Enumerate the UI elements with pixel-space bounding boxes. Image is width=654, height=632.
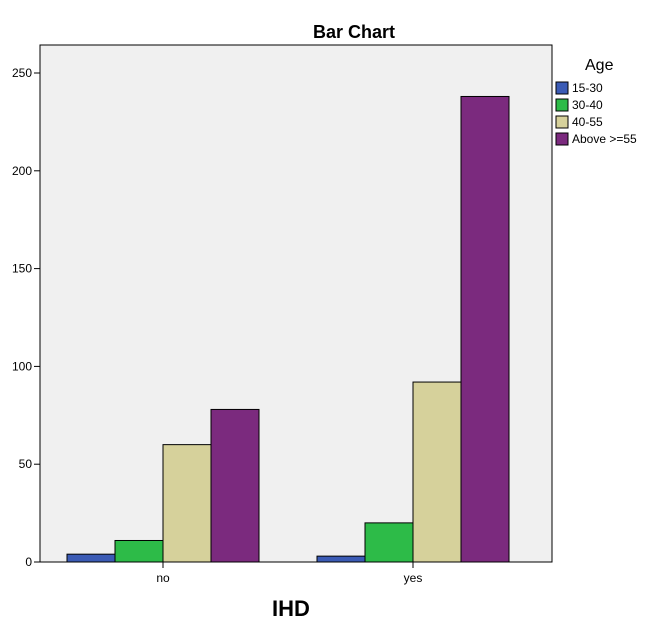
y-tick-label: 100	[12, 359, 32, 373]
x-tick-label-yes: yes	[404, 571, 423, 585]
bar-no-0	[66, 553, 116, 563]
legend-swatch-1	[555, 98, 569, 112]
legend: Age 15-30 30-40 40-55 Above >=55	[555, 57, 637, 146]
y-tick-label: 0	[25, 555, 32, 569]
legend-swatch-0	[555, 81, 569, 95]
x-axis: no yes	[156, 562, 422, 585]
y-tick-label: 150	[12, 262, 32, 276]
legend-title: Age	[585, 57, 614, 74]
legend-swatch-2	[555, 115, 569, 129]
legend-label-2: 40-55	[572, 115, 603, 129]
bar-yes-2	[412, 381, 462, 563]
bar-no-3	[210, 408, 260, 563]
y-tick-label: 50	[19, 457, 33, 471]
y-axis: 0 50 100 150 200 250	[12, 66, 40, 569]
chart-title: Bar Chart	[313, 22, 395, 42]
bar-no-2	[162, 444, 212, 563]
bar-yes-3	[460, 95, 510, 563]
bar-no-1	[114, 539, 164, 563]
y-tick-label: 200	[12, 164, 32, 178]
legend-label-3: Above >=55	[572, 132, 637, 146]
legend-swatch-3	[555, 132, 569, 146]
x-axis-label: IHD	[272, 596, 310, 621]
legend-label-1: 30-40	[572, 98, 603, 112]
bar-yes-0	[316, 555, 366, 563]
x-tick-label-no: no	[156, 571, 170, 585]
bar-yes-1	[364, 522, 414, 563]
y-tick-label: 250	[12, 66, 32, 80]
legend-label-0: 15-30	[572, 81, 603, 95]
bars	[66, 95, 510, 563]
